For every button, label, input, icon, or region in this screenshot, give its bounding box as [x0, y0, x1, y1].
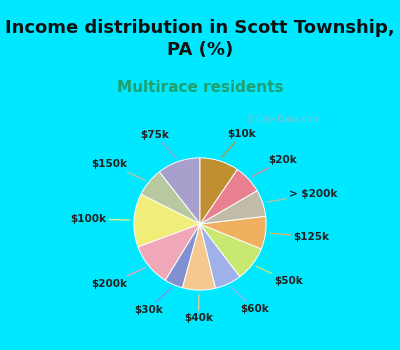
Text: $125k: $125k [270, 232, 329, 242]
Wedge shape [200, 169, 257, 224]
Wedge shape [200, 224, 240, 288]
Wedge shape [200, 191, 266, 224]
Wedge shape [182, 224, 216, 290]
Wedge shape [138, 224, 200, 280]
Wedge shape [159, 158, 200, 224]
Text: $75k: $75k [140, 130, 176, 158]
Text: $30k: $30k [134, 288, 171, 315]
Wedge shape [165, 224, 200, 288]
Text: $200k: $200k [92, 268, 145, 288]
Text: $50k: $50k [256, 266, 303, 286]
Text: Multirace residents: Multirace residents [117, 80, 283, 95]
Wedge shape [200, 224, 261, 277]
Text: $20k: $20k [252, 155, 298, 177]
Text: Income distribution in Scott Township,
PA (%): Income distribution in Scott Township, P… [5, 19, 395, 60]
Wedge shape [200, 216, 266, 249]
Text: $40k: $40k [184, 294, 213, 323]
Text: $150k: $150k [92, 160, 145, 180]
Text: $60k: $60k [231, 287, 269, 314]
Text: ⓘ City-Data.com: ⓘ City-Data.com [248, 114, 320, 124]
Wedge shape [141, 172, 200, 224]
Text: > $200k: > $200k [267, 189, 337, 202]
Text: $10k: $10k [222, 129, 256, 158]
Wedge shape [200, 158, 237, 224]
Wedge shape [134, 194, 200, 247]
Text: $100k: $100k [70, 214, 130, 224]
